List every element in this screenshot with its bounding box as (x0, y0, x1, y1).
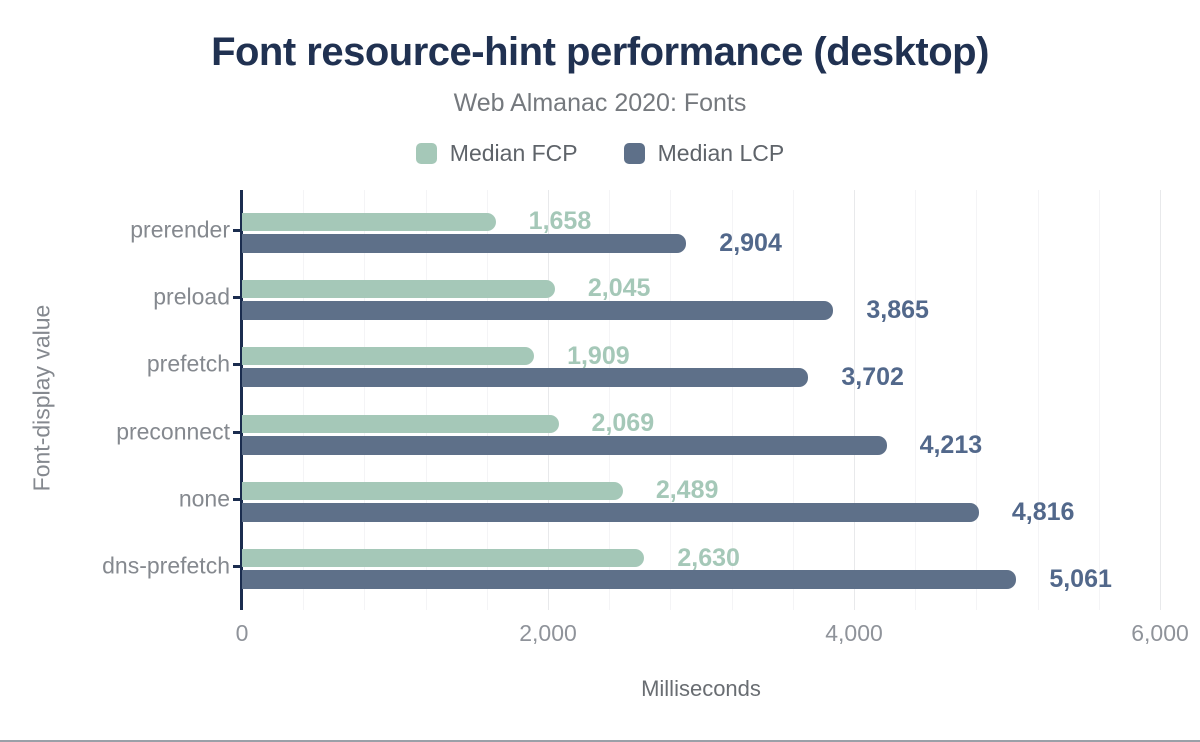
category-label: prefetch (146, 350, 230, 377)
fcp-bar-line: 2,489 (242, 478, 1160, 503)
fcp-bar[interactable] (242, 414, 559, 433)
y-axis-tick (233, 363, 241, 367)
category-row: preconnect 2,069 4,213 (116, 398, 1160, 465)
category-label: dns-prefetch (102, 552, 230, 579)
lcp-bar[interactable] (242, 233, 687, 253)
fcp-bar-line: 1,909 (242, 343, 1160, 368)
fcp-bar[interactable] (242, 481, 623, 500)
gridline (854, 190, 855, 610)
category-label: prerender (130, 216, 230, 243)
fcp-value-label: 1,658 (528, 207, 592, 236)
fcp-value-label: 1,909 (567, 341, 630, 370)
fcp-bar[interactable] (242, 347, 535, 366)
category-row: none 2,489 4,816 (179, 465, 1160, 532)
plot-rows: prerender 1,658 2,904 preload 2,045 3,86… (102, 196, 1160, 600)
category-row: prerender 1,658 2,904 (130, 196, 1160, 263)
gridline (976, 190, 978, 610)
x-tick-label: 4,000 (825, 620, 883, 646)
category-label: preload (153, 283, 230, 310)
lcp-value-label: 3,865 (866, 295, 929, 324)
x-axis-title: Milliseconds (641, 676, 761, 701)
bar-pair: 2,489 4,816 (242, 478, 1160, 526)
gridline (364, 190, 366, 610)
y-axis-tick (233, 565, 241, 569)
lcp-value-label: 4,816 (1011, 497, 1075, 526)
x-tick-label: 6,000 (1131, 620, 1189, 646)
y-axis-tick (233, 295, 241, 299)
x-tick-label: 2,000 (519, 620, 577, 646)
bar-pair: 2,045 3,865 (242, 276, 1160, 324)
category-row: dns-prefetch 2,630 5,061 (102, 533, 1160, 600)
lcp-bar-line: 5,061 (242, 565, 1160, 594)
category-label: none (178, 485, 230, 512)
fcp-bar[interactable] (242, 212, 496, 231)
gridline (1098, 190, 1100, 610)
lcp-bar-line: 4,213 (242, 430, 1160, 459)
fcp-bar-line: 2,045 (242, 276, 1160, 301)
legend: Median FCP Median LCP (0, 140, 1200, 167)
gridline (1160, 190, 1161, 610)
y-axis-tick (233, 497, 241, 501)
fcp-value-label: 2,045 (587, 274, 651, 303)
fcp-value-label: 2,630 (677, 543, 740, 572)
lcp-bar-line: 3,865 (242, 295, 1160, 324)
legend-label: Median LCP (657, 140, 785, 166)
gridline (425, 190, 427, 610)
fcp-bar-line: 1,658 (242, 209, 1160, 234)
gridline (915, 190, 917, 610)
lcp-bar[interactable] (242, 368, 809, 388)
y-axis-tick (233, 228, 241, 232)
x-axis: 0 2,000 4,000 6,000 (236, 620, 1189, 650)
bar-pair: 1,909 3,702 (242, 343, 1160, 392)
lcp-value-label: 4,213 (919, 430, 983, 459)
gridline (486, 190, 488, 610)
gridline (609, 190, 611, 610)
lcp-bar-line: 3,702 (242, 363, 1160, 392)
lcp-legend-swatch-icon (623, 143, 645, 164)
bar-pair: 2,069 4,213 (242, 411, 1160, 459)
legend-label: Median FCP (449, 140, 578, 166)
lcp-bar-line: 4,816 (242, 497, 1160, 526)
lcp-value-label: 5,061 (1049, 565, 1112, 594)
y-axis-tick (233, 430, 241, 434)
legend-item-median-lcp[interactable]: Median LCP (623, 140, 785, 167)
y-axis-title: Font-display value (28, 304, 55, 492)
category-row: prefetch 1,909 3,702 (147, 331, 1160, 398)
lcp-bar[interactable] (242, 435, 887, 455)
plot-area: prerender 1,658 2,904 preload 2,045 3,86… (102, 190, 1161, 610)
gridline (303, 190, 305, 610)
lcp-bar[interactable] (242, 502, 979, 522)
fcp-legend-swatch-icon (415, 143, 437, 164)
category-label: preconnect (116, 418, 230, 445)
bar-pair: 2,630 5,061 (242, 545, 1160, 594)
chart-subtitle: Web Almanac 2020: Fonts (453, 89, 747, 117)
fcp-bar[interactable] (242, 279, 555, 298)
gridline (792, 190, 794, 610)
gridline (731, 190, 733, 610)
lcp-bar-line: 2,904 (242, 228, 1160, 257)
gridline (548, 190, 549, 610)
bar-pair: 1,658 2,904 (242, 209, 1160, 257)
y-axis-line (240, 190, 243, 610)
fcp-bar[interactable] (242, 549, 645, 568)
lcp-value-label: 2,904 (719, 228, 782, 257)
category-row: preload 2,045 3,865 (153, 263, 1160, 330)
gridline (1037, 190, 1039, 610)
gridline (670, 190, 672, 610)
fcp-value-label: 2,489 (655, 476, 719, 505)
fcp-bar-line: 2,630 (242, 545, 1160, 570)
x-tick-label: 0 (235, 620, 249, 646)
lcp-bar[interactable] (242, 570, 1017, 590)
lcp-bar[interactable] (242, 300, 834, 320)
chart-title: Font resource-hint performance (desktop) (211, 30, 989, 74)
lcp-value-label: 3,702 (841, 363, 904, 392)
legend-item-median-fcp[interactable]: Median FCP (415, 140, 578, 167)
fcp-value-label: 2,069 (591, 409, 655, 438)
fcp-bar-line: 2,069 (242, 411, 1160, 436)
